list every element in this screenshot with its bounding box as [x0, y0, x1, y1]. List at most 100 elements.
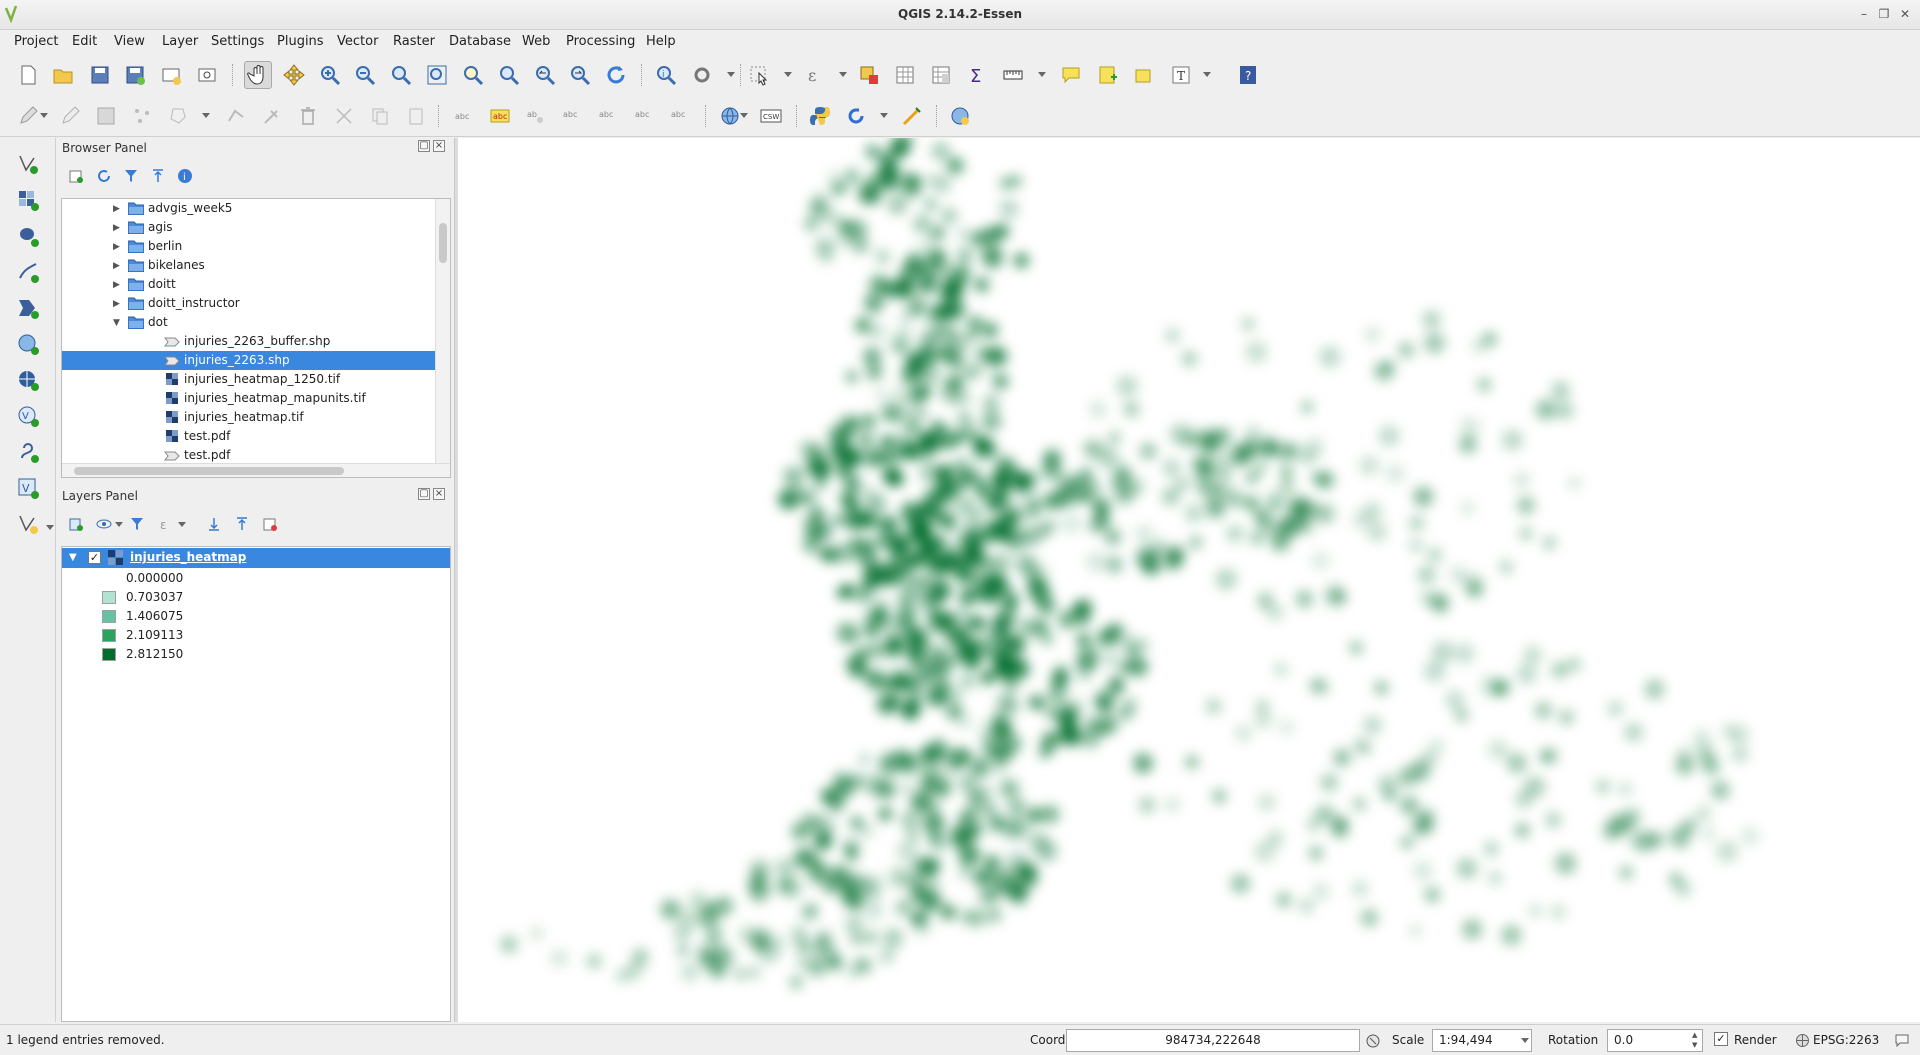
dropdown-arrow-icon[interactable]: [115, 522, 123, 527]
save-project-icon[interactable]: [86, 61, 114, 89]
menu-help[interactable]: Help: [646, 34, 676, 49]
dropdown-arrow-icon[interactable]: [178, 522, 186, 527]
browser-item[interactable]: injuries_2263.shp: [62, 351, 436, 370]
expand-arrow-icon[interactable]: ▶: [113, 261, 120, 271]
rotation-field[interactable]: 0.0: [1607, 1029, 1703, 1052]
refresh-icon[interactable]: [602, 61, 630, 89]
browser-item[interactable]: ▶ doitt_instructor: [62, 294, 436, 313]
menu-raster[interactable]: Raster: [393, 34, 435, 49]
collapse-arrow-icon[interactable]: ▼: [69, 552, 77, 563]
add-group-icon[interactable]: [68, 516, 84, 532]
float-panel-icon[interactable]: ▢: [418, 140, 430, 152]
menu-layer[interactable]: Layer: [162, 34, 199, 49]
zoom-native-icon[interactable]: [387, 61, 415, 89]
browser-item[interactable]: ▼ dot: [62, 313, 436, 332]
rotation-spinner-icon[interactable]: ▲ ▼: [1692, 1031, 1698, 1049]
vertical-scrollbar[interactable]: [435, 199, 450, 477]
close-panel-icon[interactable]: ×: [433, 488, 445, 500]
csw-icon[interactable]: CSW: [757, 102, 785, 130]
dropdown-arrow-icon[interactable]: [202, 113, 210, 118]
zoom-in-icon[interactable]: [316, 61, 344, 89]
pin-labels-icon[interactable]: ab: [522, 102, 550, 130]
add-wms-layer-icon[interactable]: [946, 102, 974, 130]
layer-visibility-checkbox[interactable]: ✓: [88, 551, 101, 564]
open-project-icon[interactable]: [49, 61, 77, 89]
scrollbar-thumb[interactable]: [74, 467, 344, 475]
menu-vector[interactable]: Vector: [337, 34, 379, 49]
node-tool-icon[interactable]: [222, 102, 250, 130]
scrollbar-thumb[interactable]: [439, 223, 447, 263]
current-edits-icon[interactable]: [56, 102, 84, 130]
layer-row-injuries-heatmap[interactable]: ▼ ✓ injuries_heatmap: [62, 548, 450, 568]
menu-database[interactable]: Database: [449, 34, 512, 49]
pan-to-selection-icon[interactable]: [280, 61, 308, 89]
browser-item[interactable]: ▶ agis: [62, 218, 436, 237]
maximize-icon[interactable]: ❐: [1878, 7, 1890, 21]
browser-item[interactable]: ▶ bikelanes: [62, 256, 436, 275]
messages-icon[interactable]: [1894, 1032, 1910, 1048]
collapse-all-layers-icon[interactable]: [234, 516, 250, 532]
new-shapefile-layer-icon[interactable]: [14, 510, 42, 538]
add-feature-icon[interactable]: [128, 102, 156, 130]
horizontal-scrollbar[interactable]: [62, 463, 450, 477]
add-selected-layers-icon[interactable]: [68, 168, 84, 184]
add-spatialite-layer-icon[interactable]: [14, 258, 42, 286]
save-layer-edits-icon[interactable]: [92, 102, 120, 130]
zoom-full-icon[interactable]: [423, 61, 451, 89]
expand-arrow-icon[interactable]: ▶: [113, 299, 120, 309]
label-toolbar-abc-icon[interactable]: abc: [450, 102, 478, 130]
expand-arrow-icon[interactable]: ▶: [113, 204, 120, 214]
menu-web[interactable]: Web: [522, 34, 551, 49]
float-panel-icon[interactable]: ▢: [418, 488, 430, 500]
menu-project[interactable]: Project: [14, 34, 59, 49]
browser-item[interactable]: ▶ doitt: [62, 275, 436, 294]
open-attribute-table-icon[interactable]: [891, 61, 919, 89]
filter-browser-icon[interactable]: [123, 168, 139, 184]
show-bookmarks-icon[interactable]: [1129, 61, 1157, 89]
expand-arrow-icon[interactable]: ▶: [113, 242, 120, 252]
select-features-icon[interactable]: [745, 61, 773, 89]
measure-line-icon[interactable]: [999, 61, 1027, 89]
paste-features-icon[interactable]: [402, 102, 430, 130]
move-label-icon[interactable]: abc: [594, 102, 622, 130]
zoom-out-icon[interactable]: [351, 61, 379, 89]
zoom-next-icon[interactable]: [566, 61, 594, 89]
select-by-expression-icon[interactable]: ε: [800, 61, 828, 89]
crs-label[interactable]: EPSG:2263: [1813, 1033, 1880, 1047]
expand-all-icon[interactable]: [206, 516, 222, 532]
close-panel-icon[interactable]: ×: [433, 140, 445, 152]
change-label-icon[interactable]: abc: [666, 102, 694, 130]
dropdown-arrow-icon[interactable]: [1038, 72, 1046, 77]
field-calculator-icon[interactable]: [927, 61, 955, 89]
text-annotation-icon[interactable]: T: [1167, 61, 1195, 89]
remove-layer-icon[interactable]: [262, 516, 278, 532]
delete-selected-icon[interactable]: [294, 102, 322, 130]
show-hide-labels-icon[interactable]: abc: [558, 102, 586, 130]
browser-item[interactable]: injuries_2263_buffer.shp: [62, 332, 436, 351]
refresh-browser-icon[interactable]: [96, 168, 112, 184]
scale-dropdown-icon[interactable]: [1521, 1038, 1529, 1043]
add-wms-wmts-layer-icon[interactable]: [14, 330, 42, 358]
composer-manager-icon[interactable]: [193, 61, 221, 89]
scale-field[interactable]: 1:94,494: [1432, 1029, 1532, 1052]
add-wfs-layer-icon[interactable]: V: [14, 402, 42, 430]
dropdown-arrow-icon[interactable]: [880, 113, 888, 118]
browser-item[interactable]: injuries_heatmap.tif: [62, 408, 436, 427]
add-vector-layer-icon[interactable]: [14, 150, 42, 178]
layers-tree[interactable]: ▼ ✓ injuries_heatmap 0.000000 0.703037 1.4…: [61, 546, 451, 1022]
zoom-to-layer-icon[interactable]: [495, 61, 523, 89]
coordinate-field[interactable]: 984734,222648: [1066, 1029, 1360, 1052]
save-as-icon[interactable]: [121, 61, 149, 89]
minimize-icon[interactable]: –: [1861, 7, 1867, 21]
add-virtual-layer-icon[interactable]: V: [14, 474, 42, 502]
rotate-label-icon[interactable]: abc: [630, 102, 658, 130]
dropdown-arrow-icon[interactable]: [740, 113, 748, 118]
dropdown-arrow-icon[interactable]: [46, 525, 54, 530]
panel-splitter[interactable]: [454, 138, 458, 1022]
filter-by-expression-icon[interactable]: ε: [157, 516, 173, 532]
browser-item[interactable]: ▶ advgis_week5: [62, 199, 436, 218]
add-postgis-layer-icon[interactable]: [14, 222, 42, 250]
menu-plugins[interactable]: Plugins: [277, 34, 324, 49]
close-icon[interactable]: ✕: [1899, 7, 1911, 21]
browser-item[interactable]: test.pdf: [62, 446, 436, 465]
